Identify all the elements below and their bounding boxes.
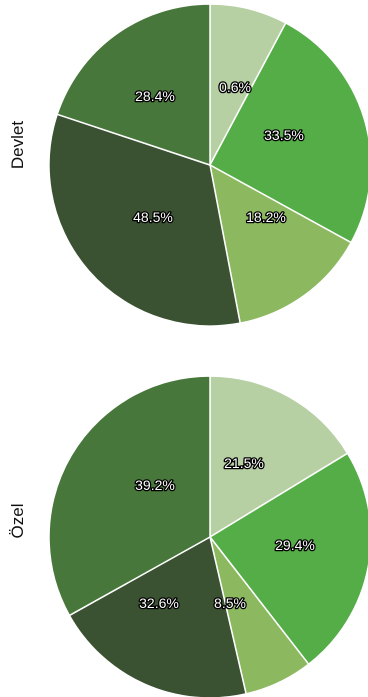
slice-label: 8.5% bbox=[214, 595, 246, 611]
pie-chart-devlet: 0.6% 33.5% 18.2% 48.5% 28.4% bbox=[48, 3, 368, 327]
pie-slice bbox=[56, 3, 211, 167]
pie-slice bbox=[68, 535, 248, 697]
slice-label: 29.4% bbox=[275, 537, 315, 553]
slice-label: 18.2% bbox=[246, 209, 286, 225]
pie-slice bbox=[208, 163, 353, 325]
slice-label: 28.4% bbox=[135, 88, 175, 104]
slice-label: 0.6% bbox=[219, 79, 251, 95]
pie-panel-devlet: Devlet 0.6% 33.5% 18.2% 48.5% 28.4% bbox=[0, 0, 368, 348]
slice-label: 39.2% bbox=[135, 477, 175, 493]
pie-slice bbox=[209, 375, 349, 539]
pie-slice bbox=[48, 375, 211, 617]
slice-label: 33.5% bbox=[264, 127, 304, 143]
pie-slice bbox=[208, 21, 368, 244]
pie-slice bbox=[48, 113, 242, 327]
slice-label: 48.5% bbox=[133, 209, 173, 225]
slice-label: 21.5% bbox=[224, 455, 264, 471]
pie-chart-ozel: 21.5% 29.4% 8.5% 32.6% 39.2% bbox=[48, 375, 368, 697]
slice-label: 32.6% bbox=[139, 595, 179, 611]
pie-slice bbox=[208, 452, 368, 666]
pie-panel-ozel: Özel 21.5% 29.4% 8.5% 32.6% 39.2% bbox=[0, 349, 368, 697]
